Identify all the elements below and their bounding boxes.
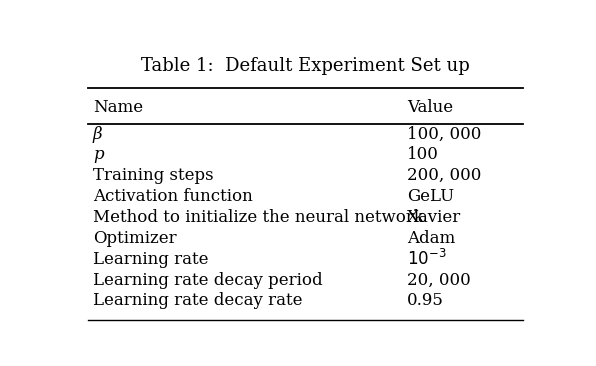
Text: Method to initialize the neural network: Method to initialize the neural network [93, 209, 424, 226]
Text: 100, 000: 100, 000 [407, 126, 482, 143]
Text: Learning rate: Learning rate [93, 251, 209, 268]
Text: Training steps: Training steps [93, 167, 213, 184]
Text: 100: 100 [407, 146, 439, 164]
Text: Activation function: Activation function [93, 188, 253, 205]
Text: 0.95: 0.95 [407, 292, 444, 309]
Text: Learning rate decay rate: Learning rate decay rate [93, 292, 303, 309]
Text: Name: Name [93, 99, 143, 116]
Text: Xavier: Xavier [407, 209, 461, 226]
Text: Optimizer: Optimizer [93, 230, 176, 247]
Text: GeLU: GeLU [407, 188, 454, 205]
Text: Table 1:  Default Experiment Set up: Table 1: Default Experiment Set up [141, 57, 470, 75]
Text: $10^{-3}$: $10^{-3}$ [407, 249, 446, 269]
Text: Learning rate decay period: Learning rate decay period [93, 272, 322, 288]
Text: Value: Value [407, 99, 453, 116]
Text: β: β [93, 126, 103, 143]
Text: p: p [93, 146, 104, 164]
Text: Adam: Adam [407, 230, 455, 247]
Text: 200, 000: 200, 000 [407, 167, 482, 184]
Text: 20, 000: 20, 000 [407, 272, 471, 288]
